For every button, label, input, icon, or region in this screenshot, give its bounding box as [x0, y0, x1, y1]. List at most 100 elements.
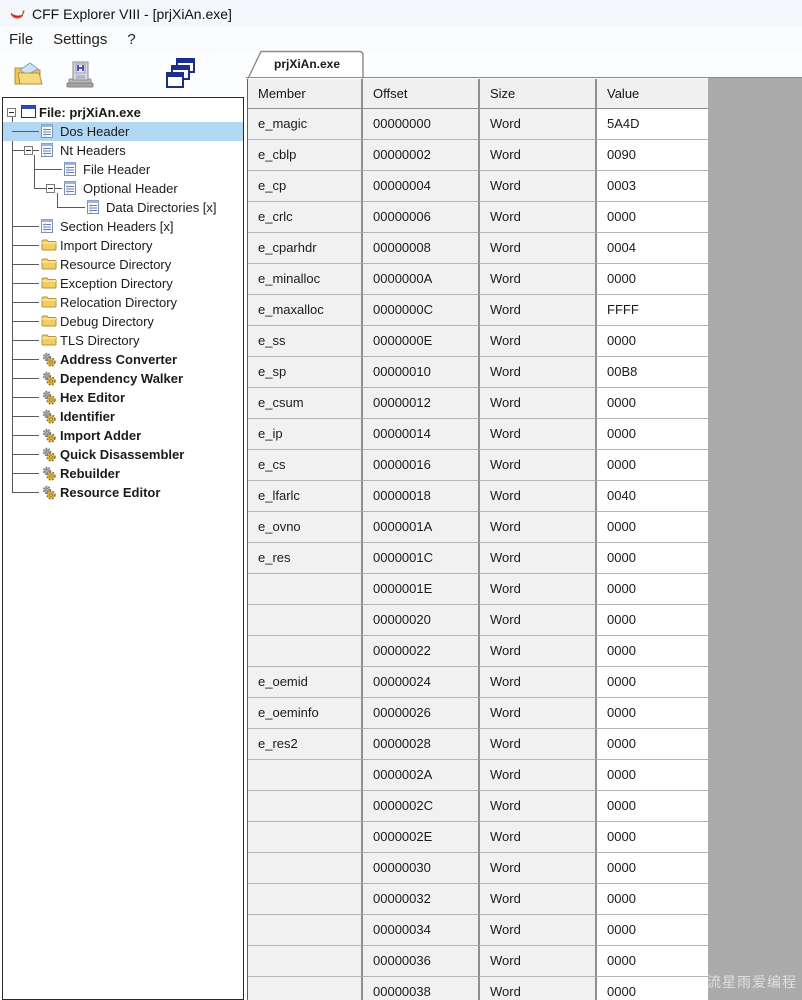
cell-value[interactable]: 0004 [597, 233, 708, 264]
tree-item-label: Relocation Directory [60, 295, 178, 310]
cell-value[interactable]: 0000 [597, 605, 708, 636]
tree-item-resource-editor[interactable]: Resource Editor [3, 483, 243, 502]
cell-value[interactable]: 0000 [597, 977, 708, 1000]
cell-value[interactable]: 0000 [597, 543, 708, 574]
cell-value[interactable]: 0000 [597, 760, 708, 791]
cell-value[interactable]: 0000 [597, 884, 708, 915]
menu-settings[interactable]: Settings [53, 31, 108, 48]
tree-item-section-headers-x[interactable]: Section Headers [x] [3, 217, 243, 236]
table-row: 00000036 Word 0000 [248, 946, 708, 977]
chili-pepper-icon [10, 10, 25, 19]
tree-item-debug-directory[interactable]: Debug Directory [3, 312, 243, 331]
tree-item-optional-header[interactable]: Optional Header [3, 179, 243, 198]
cell-offset: 0000000C [363, 295, 480, 326]
table-row: e_ovno 0000001A Word 0000 [248, 512, 708, 543]
column-header-value[interactable]: Value [597, 79, 708, 109]
cell-member: e_ovno [248, 512, 363, 543]
cell-value[interactable]: 0000 [597, 791, 708, 822]
tree-item-rebuilder[interactable]: Rebuilder [3, 464, 243, 483]
tree-root-file[interactable]: File: prjXiAn.exe [3, 103, 243, 122]
cell-value[interactable]: 0090 [597, 140, 708, 171]
cell-value[interactable]: 0000 [597, 915, 708, 946]
tree-item-resource-directory[interactable]: Resource Directory [3, 255, 243, 274]
cell-value[interactable]: 0000 [597, 822, 708, 853]
table-row: 00000038 Word 0000 [248, 977, 708, 1000]
table-row: 00000034 Word 0000 [248, 915, 708, 946]
folder-icon [41, 257, 57, 272]
cascade-windows-button[interactable] [160, 54, 200, 94]
menu-file[interactable]: File [9, 31, 34, 48]
cell-offset: 00000006 [363, 202, 480, 233]
cell-value[interactable]: 0000 [597, 326, 708, 357]
cell-value[interactable]: 0000 [597, 698, 708, 729]
cell-member: e_cs [248, 450, 363, 481]
tree-connector-line [12, 435, 39, 436]
tree-expander-root[interactable] [7, 108, 16, 117]
cell-value[interactable]: 0000 [597, 264, 708, 295]
tree-panel: File: prjXiAn.exe Dos Header Nt Headers Fil… [2, 97, 244, 1000]
cell-size: Word [480, 605, 597, 636]
cell-value[interactable]: 5A4D [597, 109, 708, 140]
tree-item-relocation-directory[interactable]: Relocation Directory [3, 293, 243, 312]
column-header-offset[interactable]: Offset [363, 79, 480, 109]
cell-value[interactable]: 0000 [597, 450, 708, 481]
tree-item-dependency-walker[interactable]: Dependency Walker [3, 369, 243, 388]
column-header-member[interactable]: Member [248, 79, 363, 109]
cell-size: Word [480, 853, 597, 884]
tree-expander[interactable] [24, 146, 33, 155]
tree-item-exception-directory[interactable]: Exception Directory [3, 274, 243, 293]
gears-icon [41, 390, 56, 405]
cell-value[interactable]: FFFF [597, 295, 708, 326]
tree-item-address-converter[interactable]: Address Converter [3, 350, 243, 369]
document-icon [64, 162, 79, 177]
cell-value[interactable]: 0000 [597, 946, 708, 977]
tree-item-quick-disassembler[interactable]: Quick Disassembler [3, 445, 243, 464]
cell-offset: 00000004 [363, 171, 480, 202]
tree-item-tls-directory[interactable]: TLS Directory [3, 331, 243, 350]
cell-member: e_cp [248, 171, 363, 202]
tree-item-import-directory[interactable]: Import Directory [3, 236, 243, 255]
menu-help[interactable]: ? [127, 31, 136, 48]
cell-value[interactable]: 0003 [597, 171, 708, 202]
cell-size: Word [480, 109, 597, 140]
cell-value[interactable]: 0000 [597, 636, 708, 667]
cell-value[interactable]: 0000 [597, 419, 708, 450]
tree-connector-line [12, 321, 39, 322]
cell-size: Word [480, 233, 597, 264]
tree-item-data-directories-x[interactable]: Data Directories [x] [3, 198, 243, 217]
cell-value[interactable]: 0040 [597, 481, 708, 512]
cell-offset: 0000001A [363, 512, 480, 543]
open-file-button[interactable] [8, 54, 48, 94]
cell-value[interactable]: 0000 [597, 574, 708, 605]
gears-icon [41, 352, 56, 367]
cell-value[interactable]: 0000 [597, 512, 708, 543]
column-header-size[interactable]: Size [480, 79, 597, 109]
tree-item-nt-headers[interactable]: Nt Headers [3, 141, 243, 160]
tree-connector-line [12, 131, 39, 132]
table-row: 00000022 Word 0000 [248, 636, 708, 667]
save-file-button[interactable] [60, 54, 100, 94]
cell-value[interactable]: 0000 [597, 388, 708, 419]
table-row: 0000002E Word 0000 [248, 822, 708, 853]
tree-item-label: File Header [83, 162, 151, 177]
tree-connector-line [57, 207, 85, 208]
table-row: e_cparhdr 00000008 Word 0004 [248, 233, 708, 264]
cell-value[interactable]: 00B8 [597, 357, 708, 388]
cell-value[interactable]: 0000 [597, 729, 708, 760]
cell-member [248, 946, 363, 977]
cell-size: Word [480, 915, 597, 946]
tree-item-dos-header[interactable]: Dos Header [3, 122, 243, 141]
folder-icon [41, 295, 57, 310]
tree-item-hex-editor[interactable]: Hex Editor [3, 388, 243, 407]
cell-value[interactable]: 0000 [597, 202, 708, 233]
tab-prjxian-exe[interactable]: prjXiAn.exe [246, 50, 366, 79]
cell-size: Word [480, 202, 597, 233]
tree-item-identifier[interactable]: Identifier [3, 407, 243, 426]
tree-item-label: Data Directories [x] [106, 200, 217, 215]
cell-value[interactable]: 0000 [597, 667, 708, 698]
cell-offset: 00000036 [363, 946, 480, 977]
tree-expander[interactable] [46, 184, 55, 193]
cell-value[interactable]: 0000 [597, 853, 708, 884]
tree-item-file-header[interactable]: File Header [3, 160, 243, 179]
tree-item-import-adder[interactable]: Import Adder [3, 426, 243, 445]
